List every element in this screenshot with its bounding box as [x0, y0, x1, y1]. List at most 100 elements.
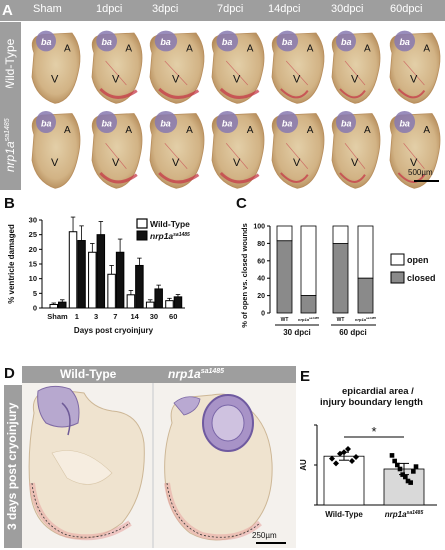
heart-injury-line [344, 60, 366, 86]
b-y-tick-label: 20 [29, 245, 37, 254]
tissue-label-ba: ba [399, 37, 410, 47]
b-x-tick-label: 7 [113, 312, 117, 321]
b-y-tick-label: 0 [33, 304, 37, 313]
c-bar-closed [332, 243, 349, 314]
c-y-axis-title: % of open vs. closed wounds [240, 223, 249, 328]
b-legend-label-wildtype: Wild-Type [150, 219, 190, 229]
heart-bulbus [96, 110, 118, 134]
c-bar-closed [357, 277, 374, 314]
c-y-tick-label: 100 [253, 224, 265, 231]
tissue-label-ba: ba [341, 118, 352, 128]
panel-d-scale-bar [256, 542, 286, 544]
c-y-tick-label: 40 [257, 276, 265, 283]
chart-c: 0 20 40 60 80 100 WT nrp1asa1485 WT nrp1asa1485 30… [240, 223, 436, 337]
b-bar-mutant [135, 264, 144, 309]
heart-injury-line [164, 60, 188, 86]
col-label-sham: Sham [33, 3, 62, 15]
b-y-tick-label: 25 [29, 230, 37, 239]
panel-e-label: E [300, 368, 311, 385]
heart-bulbus [394, 110, 416, 134]
heart-injury-line [225, 60, 249, 86]
panel-a-scale-label: 500µm [408, 168, 433, 177]
c-bar-open [300, 225, 317, 296]
heart-injury-line [403, 143, 425, 169]
tissue-label-a: A [307, 125, 314, 136]
b-bar-wildtype [88, 251, 97, 309]
heart-injury-line [164, 143, 188, 169]
tissue-label-a: A [247, 43, 254, 54]
panel-c-label: C [236, 195, 247, 212]
panel-e-title-line1: epicardial area / [342, 386, 414, 397]
b-bar-mutant [58, 301, 67, 309]
b-x-tick-label: 3 [94, 312, 98, 321]
tissue-label-a: A [125, 125, 132, 136]
c-group-label-30: 30 dpci [283, 328, 311, 337]
heart-injury [339, 172, 366, 183]
c-y-tick-label: 60 [257, 258, 265, 265]
panel-a-header-bar [0, 0, 445, 21]
b-y-tick-label: 15 [29, 260, 37, 269]
heart-injury-line [403, 60, 425, 86]
heart-injury [219, 171, 260, 184]
col-label-3dpci: 3dpci [152, 3, 179, 15]
b-x-tick-label: Sham [47, 312, 68, 321]
c-bar-label: nrp1asa1485 [298, 316, 319, 322]
b-x-tick-label: 1 [75, 312, 79, 321]
tissue-label-ba: ba [282, 118, 293, 128]
b-legend-swatch-mutant [136, 230, 148, 241]
b-y-tick-label: 10 [29, 274, 37, 283]
b-x-tick-label: 60 [169, 312, 177, 321]
c-bar-open [332, 225, 349, 244]
c-legend-swatch-open [390, 253, 405, 266]
heart-bulbus [36, 30, 56, 52]
c-y-tick-label: 80 [257, 241, 265, 248]
heart-injury [158, 87, 200, 99]
e-x-label-wildtype: Wild-Type [325, 510, 363, 519]
heart-bulbus [216, 30, 239, 52]
heart-injury-line [344, 143, 366, 169]
chart-b: 0 5 10 15 20 25 30 Sham 1 3 7 14 30 60 Days post cryoi… [7, 216, 190, 336]
heart-injury [158, 171, 200, 184]
heart-bulbus [336, 30, 356, 52]
tissue-label-v: V [51, 74, 59, 86]
b-x-tick-label: 14 [130, 312, 139, 321]
tissue-label-v: V [233, 157, 241, 169]
heart-bulbus [154, 110, 178, 134]
c-legend-swatch-closed [390, 271, 405, 284]
c-bar-label: WT [281, 317, 289, 323]
heart-injury [397, 172, 426, 183]
tissue-label-ba: ba [101, 37, 112, 47]
heart-injury-line [105, 60, 127, 86]
e-x-label-mutant: nrp1asa1485 [385, 510, 424, 519]
panel-d-sections [22, 383, 296, 548]
c-bar-closed [276, 240, 293, 314]
tissue-label-v: V [172, 157, 180, 169]
c-legend-label-open: open [407, 255, 429, 265]
b-legend-swatch-wildtype [136, 218, 148, 229]
tissue-label-a: A [423, 43, 430, 54]
b-bar-mutant [96, 234, 106, 309]
tissue-label-ba: ba [160, 37, 171, 47]
e-point-mutant [397, 466, 403, 472]
tissue-label-v: V [172, 74, 180, 86]
chart-e: AU * Wild-Type nrp1asa1485 [299, 424, 437, 519]
tissue-label-a: A [247, 125, 254, 136]
tissue-label-v: V [410, 157, 418, 169]
tissue-label-v: V [351, 157, 359, 169]
col-label-14dpci: 14dpci [268, 3, 301, 15]
e-point-mutant [411, 469, 416, 474]
panel-d-title-mutant: nrp1asa1485 [168, 367, 225, 381]
e-bar-wildtype [323, 455, 365, 506]
e-point-wildtype [349, 458, 355, 464]
b-bar-wildtype [126, 294, 136, 309]
heart-injury [280, 88, 309, 99]
c-y-tick-label: 20 [257, 293, 265, 300]
panel-e-title-line2: injury boundary length [320, 397, 423, 408]
heart-injury [219, 87, 260, 99]
tissue-label-a: A [364, 125, 371, 136]
b-x-tick-label: 30 [150, 312, 158, 321]
heart-injury [99, 87, 138, 99]
tissue-label-v: V [51, 157, 59, 169]
tissue-label-a: A [186, 43, 193, 54]
e-point-mutant [403, 474, 408, 480]
